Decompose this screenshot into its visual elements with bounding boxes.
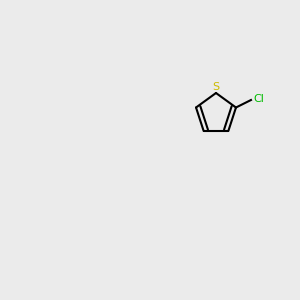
- Text: S: S: [212, 82, 220, 92]
- Text: Cl: Cl: [253, 94, 264, 103]
